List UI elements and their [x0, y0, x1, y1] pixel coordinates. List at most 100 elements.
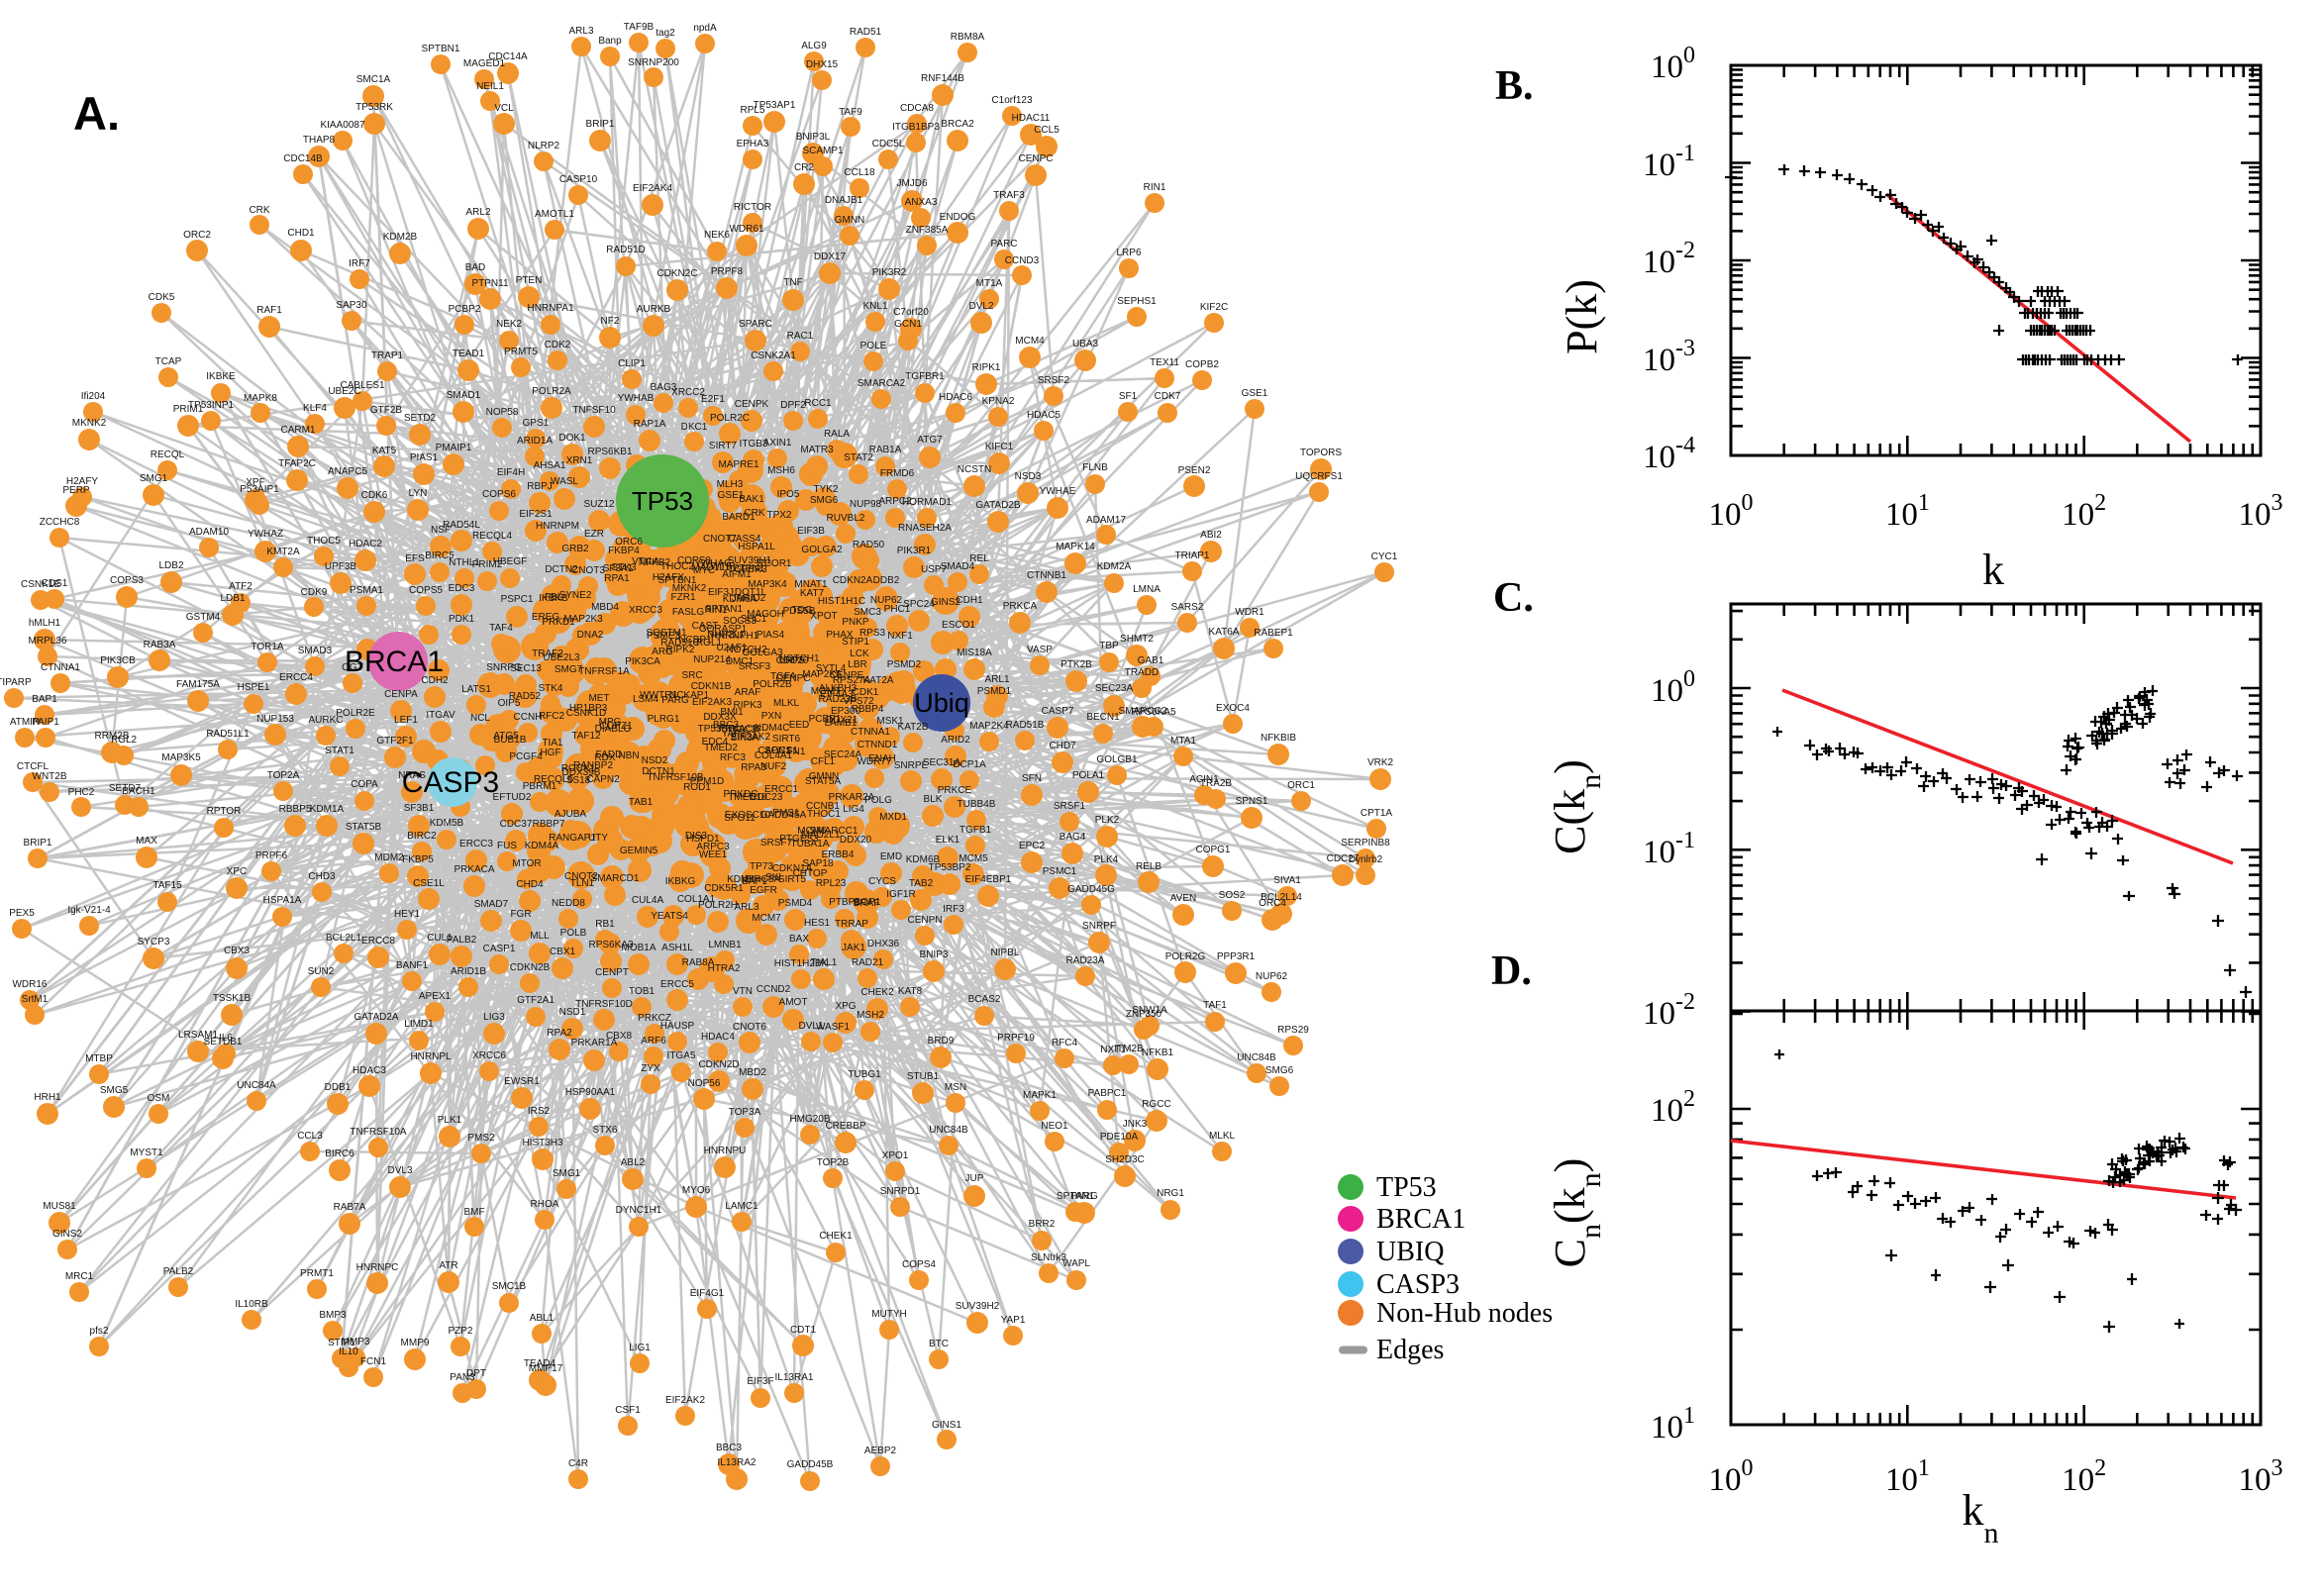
svg-text:SMC1B: SMC1B [492, 1281, 527, 1292]
svg-text:MAP2K3: MAP2K3 [563, 614, 603, 625]
svg-text:PMS1: PMS1 [772, 808, 800, 819]
svg-text:ABL2: ABL2 [621, 1157, 646, 1168]
svg-text:ZNF385A: ZNF385A [906, 225, 949, 236]
svg-text:TDG: TDG [791, 605, 812, 616]
svg-text:POLG: POLG [864, 795, 892, 806]
svg-text:TAF9B: TAF9B [624, 22, 655, 33]
svg-text:GSTM4: GSTM4 [186, 612, 221, 623]
svg-text:COPB2: COPB2 [1185, 359, 1219, 370]
svg-text:CDK7: CDK7 [1155, 391, 1181, 402]
svg-text:MSN: MSN [945, 1082, 966, 1093]
svg-text:UNC84B: UNC84B [1237, 1052, 1276, 1063]
svg-text:MYST1: MYST1 [130, 1147, 163, 1158]
svg-text:BAX: BAX [789, 934, 809, 945]
svg-text:CAPN1: CAPN1 [758, 746, 791, 756]
svg-text:LCK: LCK [850, 648, 869, 659]
svg-text:PRPF19: PRPF19 [997, 1033, 1035, 1044]
svg-text:SAP18: SAP18 [802, 858, 834, 869]
svg-text:NSD2: NSD2 [642, 755, 668, 766]
svg-text:YAP1: YAP1 [1001, 1315, 1026, 1326]
svg-text:MCM7: MCM7 [752, 913, 781, 924]
svg-text:SPTAN1: SPTAN1 [705, 604, 744, 615]
svg-text:DOT1L: DOT1L [735, 587, 767, 598]
svg-text:POLB: POLB [560, 928, 587, 939]
svg-text:SERPINB8: SERPINB8 [1341, 838, 1390, 848]
svg-text:PARG: PARG [661, 695, 689, 706]
svg-text:KAT5: KAT5 [372, 446, 397, 456]
svg-text:NFKBIB: NFKBIB [1261, 733, 1296, 744]
svg-text:SMARCC2: SMARCC2 [1119, 706, 1167, 717]
svg-text:BRIP1: BRIP1 [24, 838, 52, 848]
svg-text:COL4A1: COL4A1 [755, 750, 793, 761]
svg-text:EED: EED [789, 720, 810, 731]
svg-text:AHSA1: AHSA1 [534, 460, 566, 471]
svg-text:CDKN2D: CDKN2D [698, 1059, 739, 1070]
svg-text:TP53: TP53 [1376, 1172, 1437, 1203]
svg-text:EIF2AK2: EIF2AK2 [665, 1395, 705, 1406]
svg-text:CDCA8: CDCA8 [900, 103, 934, 114]
svg-text:VTN: VTN [733, 986, 753, 997]
svg-text:GOLGB1: GOLGB1 [1096, 754, 1138, 765]
svg-text:CHEK2: CHEK2 [860, 987, 894, 998]
svg-text:COPG1: COPG1 [1195, 845, 1230, 855]
svg-text:TYK2: TYK2 [813, 484, 838, 495]
svg-text:U2AF1: U2AF1 [716, 643, 748, 653]
svg-text:PSMD4: PSMD4 [778, 898, 813, 909]
svg-text:CNOT3: CNOT3 [571, 565, 605, 576]
svg-text:TP53BP2: TP53BP2 [929, 862, 971, 873]
svg-text:KLF4: KLF4 [303, 403, 327, 414]
svg-text:ITGB3: ITGB3 [740, 439, 768, 449]
svg-text:SEC31A: SEC31A [923, 757, 961, 768]
svg-text:GADD45A: GADD45A [760, 810, 807, 821]
svg-text:UBE2L3: UBE2L3 [543, 652, 580, 663]
svg-text:RUVBL2: RUVBL2 [827, 513, 865, 524]
svg-text:MMP3: MMP3 [342, 1337, 370, 1347]
svg-text:KDM1A: KDM1A [310, 804, 345, 815]
svg-text:GADD45G: GADD45G [1067, 884, 1115, 895]
svg-text:WDR1: WDR1 [1235, 607, 1264, 618]
svg-text:IGF1R: IGF1R [886, 889, 915, 900]
svg-text:CDKN2B: CDKN2B [510, 962, 551, 973]
svg-text:HNRNPM: HNRNPM [536, 521, 579, 532]
svg-text:Ubiq: Ubiq [914, 688, 969, 718]
svg-text:GORASP1: GORASP1 [699, 624, 748, 635]
svg-text:MAP2K6: MAP2K6 [802, 669, 842, 680]
svg-text:SMAD7: SMAD7 [474, 899, 509, 910]
svg-text:MOB1A: MOB1A [621, 943, 656, 953]
svg-text:STAT5B: STAT5B [346, 822, 382, 833]
svg-text:IPO5: IPO5 [777, 489, 800, 500]
svg-text:CSNK2A1: CSNK2A1 [751, 350, 796, 361]
svg-text:WEE1: WEE1 [699, 849, 728, 860]
svg-text:HIST1H2BK: HIST1H2BK [774, 958, 829, 969]
svg-text:YWHAG: YWHAG [694, 558, 732, 569]
svg-text:SETD7: SETD7 [109, 783, 142, 794]
svg-text:npdA: npdA [693, 23, 717, 34]
svg-text:TP53RK: TP53RK [355, 102, 393, 113]
svg-text:TLN1: TLN1 [570, 878, 595, 889]
svg-text:SMG1: SMG1 [553, 1168, 581, 1179]
svg-text:TSSK1B: TSSK1B [213, 993, 252, 1004]
svg-text:MXD1: MXD1 [879, 812, 907, 823]
svg-text:ERCC4: ERCC4 [279, 672, 313, 683]
svg-text:SH2D3C: SH2D3C [1105, 1154, 1144, 1165]
svg-text:BLK: BLK [924, 794, 943, 805]
svg-text:RAF1: RAF1 [256, 305, 282, 316]
svg-text:CHD7: CHD7 [1049, 741, 1076, 751]
svg-text:BAG3: BAG3 [651, 382, 677, 393]
svg-text:RGCC: RGCC [1142, 1099, 1170, 1110]
svg-text:CSE1L: CSE1L [413, 878, 445, 889]
svg-text:USP7: USP7 [921, 564, 948, 575]
svg-text:PLK1: PLK1 [438, 1115, 462, 1126]
svg-text:RANGAP1: RANGAP1 [549, 833, 596, 844]
svg-text:CHD4: CHD4 [516, 879, 544, 890]
svg-text:UNC84A: UNC84A [237, 1080, 276, 1091]
svg-text:IL6: IL6 [219, 1033, 233, 1044]
svg-text:MBD2: MBD2 [739, 1067, 766, 1078]
svg-text:PARG: PARG [1070, 1191, 1098, 1202]
svg-text:ESCO1: ESCO1 [942, 620, 975, 631]
svg-text:NOP56: NOP56 [688, 1078, 721, 1089]
svg-text:ENAH: ENAH [868, 753, 896, 764]
svg-text:TPX2: TPX2 [766, 510, 791, 521]
svg-text:TCAP: TCAP [155, 356, 182, 367]
svg-text:CDC20: CDC20 [776, 655, 809, 666]
